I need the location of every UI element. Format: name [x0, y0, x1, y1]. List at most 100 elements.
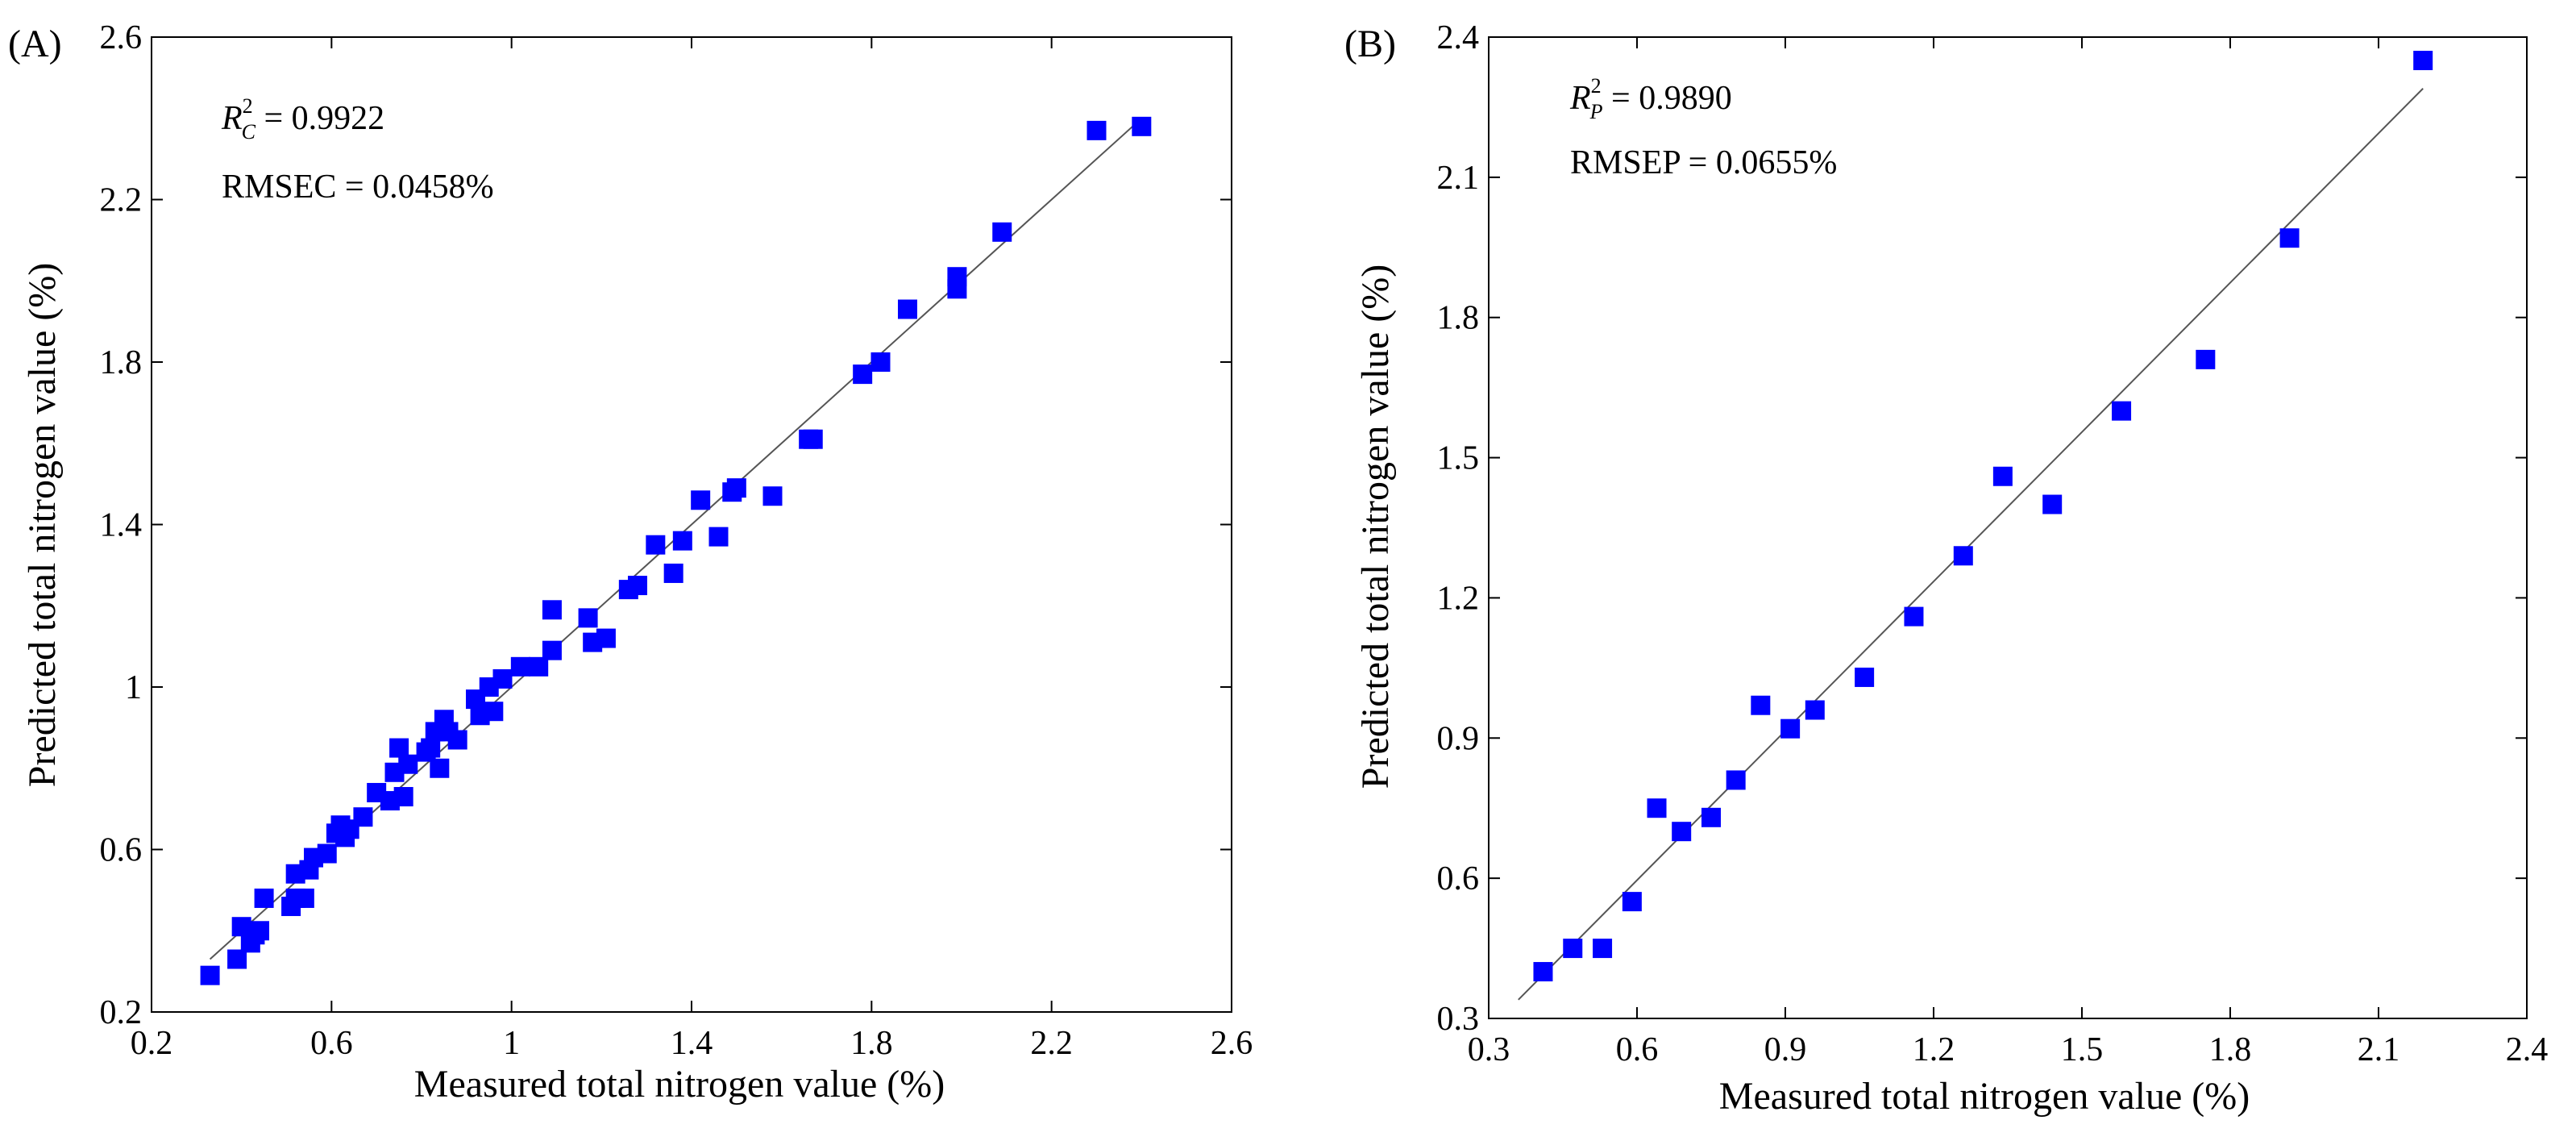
y-tick-label-b: 1.5 [1437, 440, 1480, 477]
data-point-a [227, 949, 247, 969]
data-point-b [2279, 228, 2300, 248]
data-point-b [1672, 822, 1692, 842]
data-point-b [1805, 700, 1825, 720]
data-point-b [1953, 546, 1973, 566]
r2-subscript-a: C [242, 120, 256, 144]
r2-value-a: = 0.9922 [256, 100, 384, 137]
data-point-a [691, 490, 711, 510]
x-tick-label-b: 0.9 [1764, 1031, 1807, 1068]
plot-frame-b [1488, 36, 2528, 1019]
data-point-a [430, 758, 450, 778]
panel-label-a: (A) [8, 23, 62, 65]
data-point-b [1726, 770, 1746, 790]
data-point-a [762, 486, 783, 506]
x-tick-label-b: 2.4 [2506, 1031, 2549, 1068]
x-tick-label-b: 2.1 [2358, 1031, 2400, 1068]
data-point-a [200, 965, 220, 985]
x-tick-label-b: 1.5 [2061, 1031, 2104, 1068]
x-tick-label-b: 1.8 [2209, 1031, 2252, 1068]
data-point-a [389, 738, 409, 758]
data-point-b [2196, 349, 2216, 369]
data-point-b [2042, 494, 2063, 514]
chart-panel-a: (A) Predicted total nitrogen value (%) M… [8, 19, 1253, 1106]
data-point-a [947, 267, 967, 287]
fit-line-b [1518, 88, 2424, 1001]
x-tick-label-b: 0.3 [1468, 1031, 1510, 1068]
x-tick-label-a: 1.8 [850, 1025, 893, 1062]
data-point-b [1622, 892, 1642, 912]
x-tick-label-b: 0.6 [1616, 1031, 1659, 1068]
panel-label-b: (B) [1344, 23, 1396, 65]
r2-symbol-a: R [221, 100, 243, 137]
data-point-b [1701, 807, 1721, 827]
y-tick-label-a: 1.8 [100, 344, 143, 381]
y-tick-label-b: 0.9 [1437, 720, 1480, 757]
data-point-b [1992, 466, 2013, 486]
data-point-a [898, 299, 917, 319]
r2-symbol-b: R [1569, 80, 1591, 117]
r2-subscript-b: P [1589, 100, 1603, 123]
data-point-a [672, 531, 692, 551]
data-point-a [663, 563, 683, 583]
chart-panel-b: (B) Predicted total nitrogen value (%) M… [1344, 19, 2548, 1118]
x-tick-label-b: 1.2 [1913, 1031, 1955, 1068]
y-axis-label-b: Predicted total nitrogen value (%) [1354, 264, 1397, 789]
y-tick-label-b: 0.6 [1437, 860, 1480, 897]
x-axis-label-a: Measured total nitrogen value (%) [414, 1063, 945, 1106]
data-point-b [1855, 667, 1875, 687]
r2-superscript-b: 2 [1591, 74, 1602, 98]
data-point-a [492, 668, 513, 689]
data-point-b [1751, 695, 1771, 715]
data-point-a [578, 608, 598, 628]
data-point-b [1780, 718, 1801, 739]
y-tick-label-a: 2.2 [100, 182, 143, 219]
data-point-a [803, 429, 823, 449]
y-tick-label-b: 1.8 [1437, 300, 1480, 337]
r2-superscript-a: 2 [243, 94, 253, 118]
data-point-a [708, 527, 729, 547]
data-point-b [1563, 939, 1583, 959]
data-point-b [1593, 939, 1613, 959]
data-point-a [254, 888, 274, 908]
data-point-a [853, 364, 873, 385]
y-axis-label-a: Predicted total nitrogen value (%) [21, 263, 64, 787]
x-tick-label-a: 0.2 [131, 1025, 173, 1062]
rmse-annotation-b: RMSEP = 0.0655% [1570, 144, 1837, 181]
data-point-a [353, 807, 373, 827]
r2-value-b: = 0.9890 [1603, 80, 1732, 117]
y-tick-label-b: 0.3 [1437, 1001, 1480, 1038]
rmse-annotation-a: RMSEC = 0.0458% [222, 169, 494, 206]
data-point-a [393, 787, 413, 807]
r2-annotation-a: R2 C = 0.9922 [221, 94, 384, 144]
y-tick-label-a: 0.6 [100, 832, 143, 869]
y-tick-label-a: 1.4 [100, 507, 143, 544]
data-point-a [529, 656, 549, 677]
data-point-b [2112, 401, 2132, 421]
data-point-a [510, 656, 530, 677]
data-point-a [294, 888, 314, 908]
y-tick-label-b: 2.4 [1437, 19, 1480, 56]
x-axis-label-b: Measured total nitrogen value (%) [1719, 1075, 2250, 1118]
data-point-a [542, 600, 562, 620]
y-tick-label-a: 0.2 [100, 994, 143, 1031]
r2-annotation-b: R2 P = 0.9890 [1569, 74, 1732, 123]
data-point-b [1904, 606, 1924, 627]
data-point-b [2413, 50, 2433, 70]
x-tick-label-a: 2.6 [1211, 1025, 1253, 1062]
x-tick-label-a: 1 [503, 1025, 520, 1062]
data-point-a [1086, 120, 1107, 140]
data-point-a [542, 640, 562, 660]
x-tick-label-a: 1.4 [671, 1025, 713, 1062]
data-point-a [992, 222, 1012, 242]
x-tick-label-a: 2.2 [1030, 1025, 1073, 1062]
data-point-b [1647, 798, 1667, 818]
data-point-a [317, 843, 337, 864]
data-point-a [596, 628, 616, 648]
y-tick-label-b: 1.2 [1437, 580, 1480, 617]
data-point-a [447, 730, 467, 750]
data-point-a [398, 754, 418, 774]
data-point-a [484, 702, 504, 722]
y-tick-label-b: 2.1 [1437, 160, 1480, 197]
y-tick-label-a: 1 [125, 669, 142, 706]
